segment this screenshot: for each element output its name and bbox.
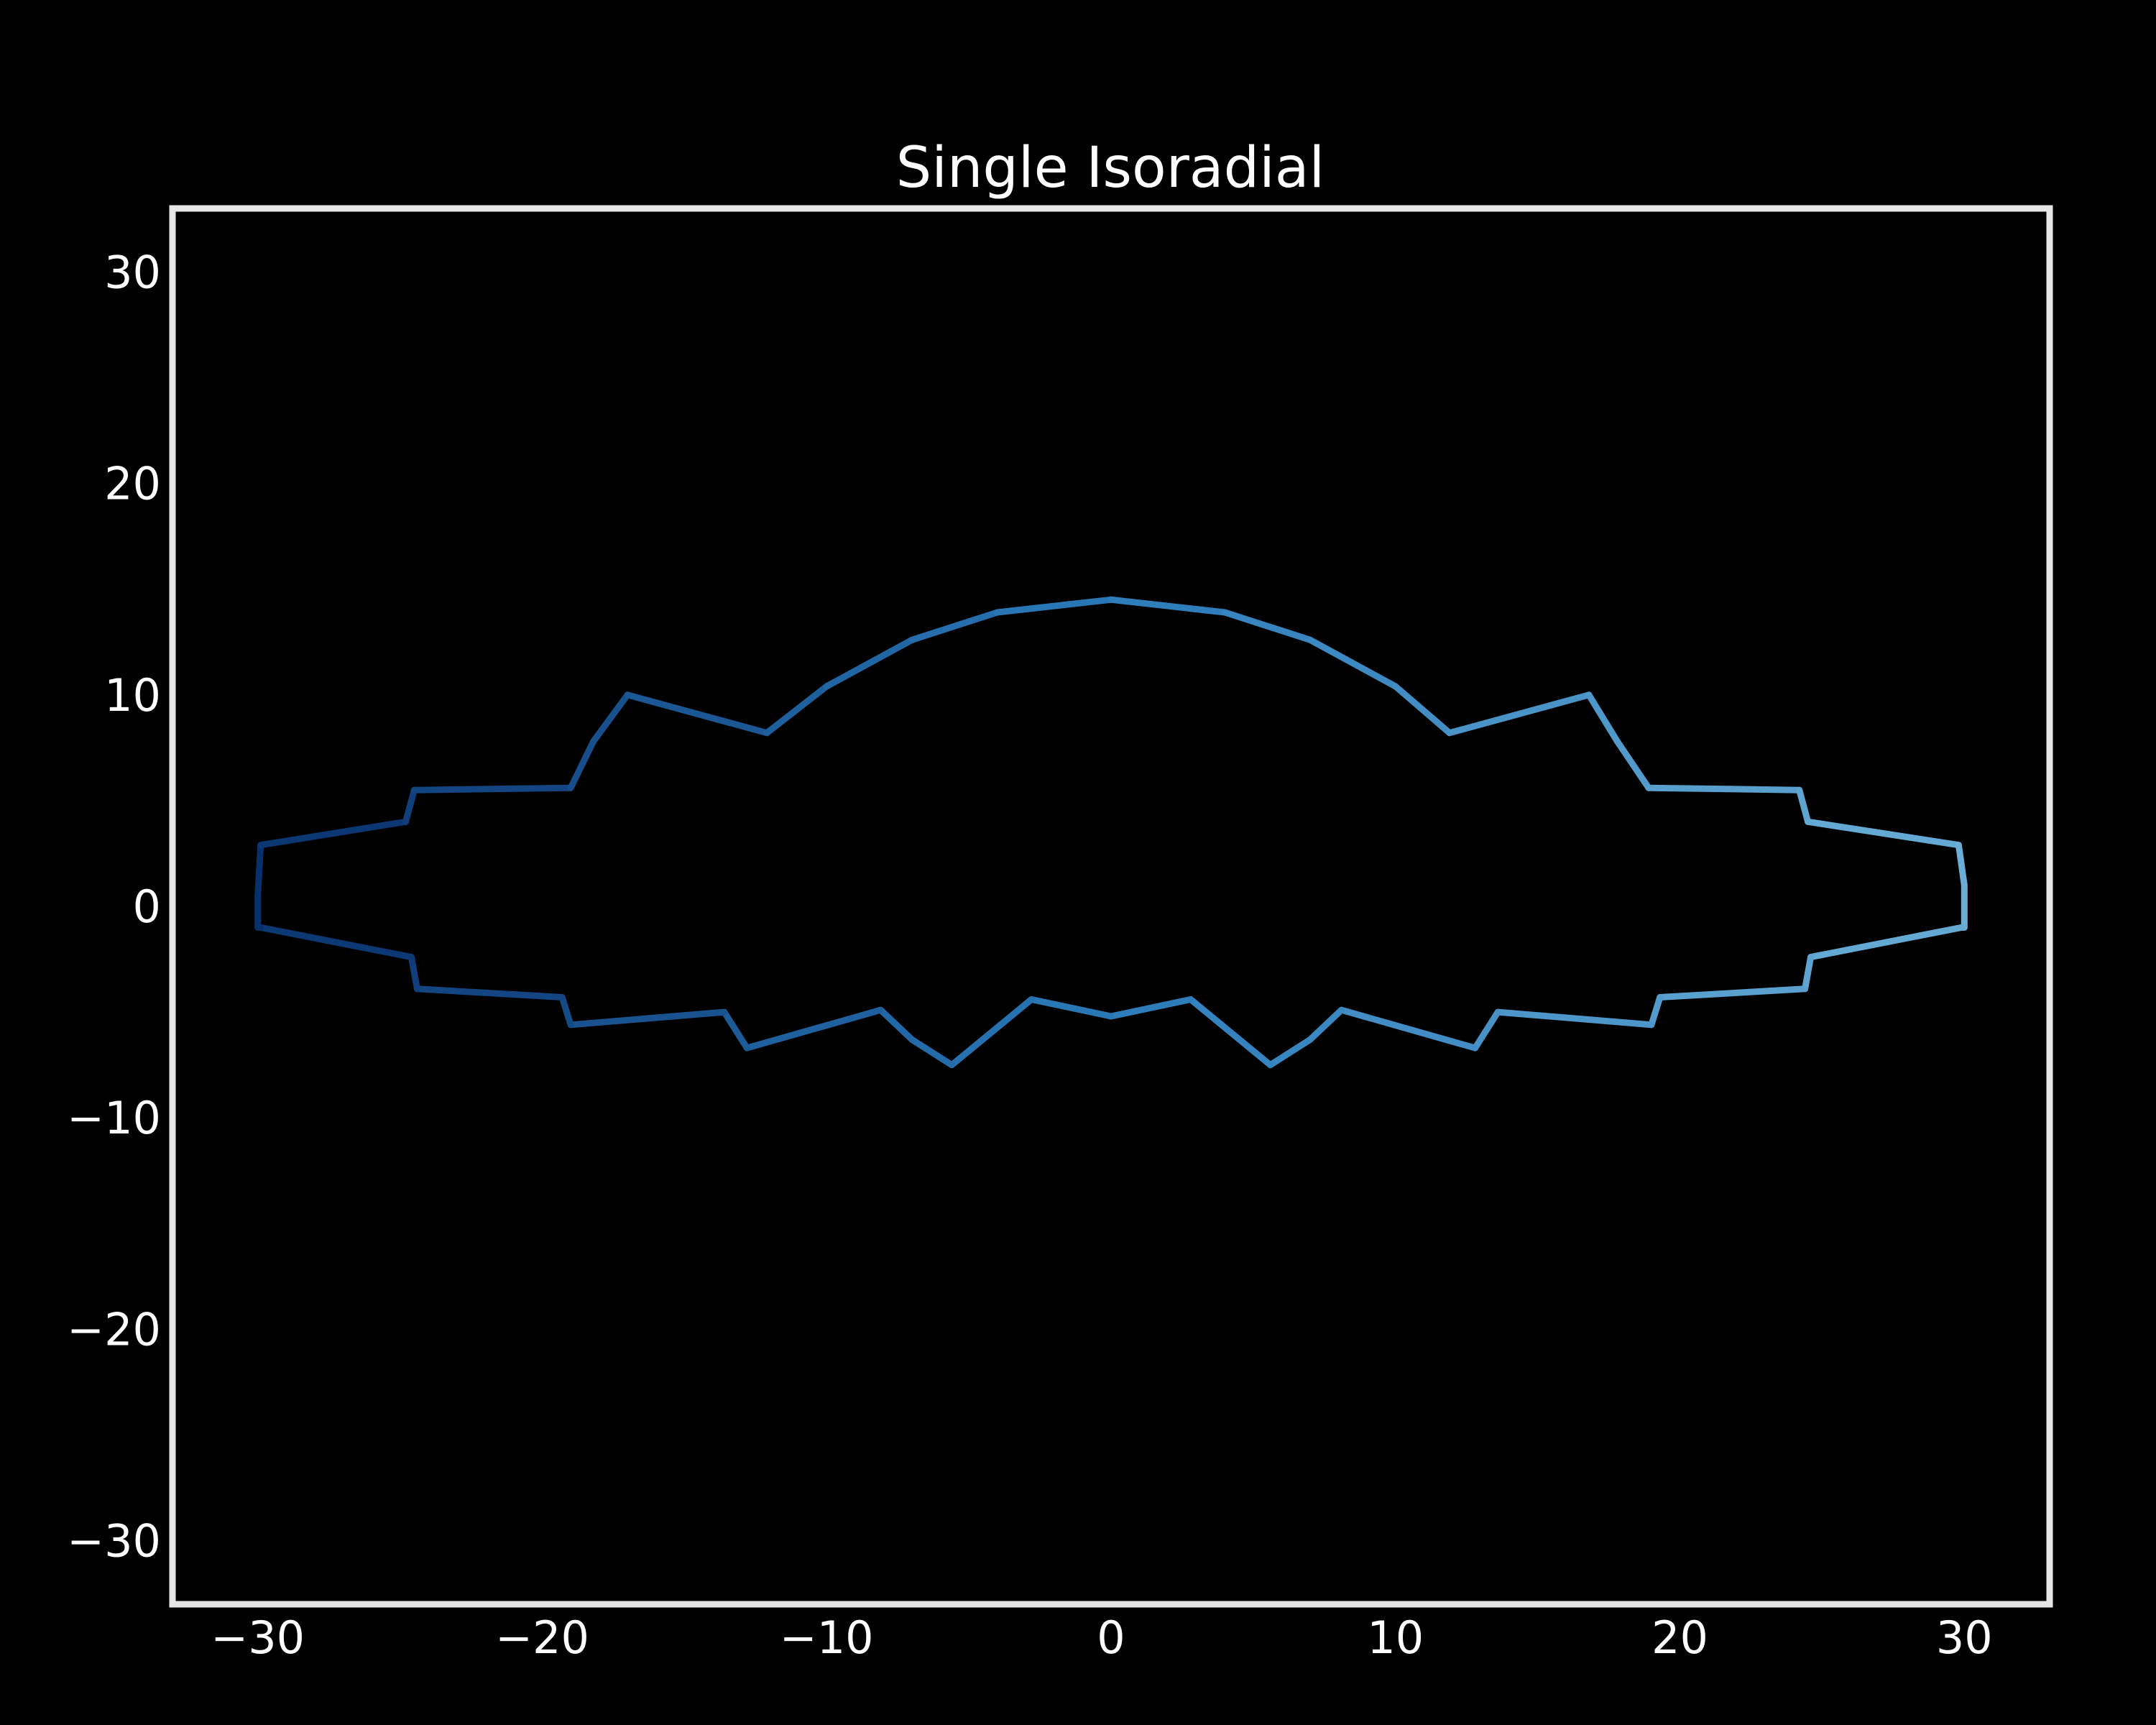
- x-axis: −30 −20 −10 0 10 20 30: [211, 1611, 1992, 1664]
- isoradial-segment: [743, 1006, 884, 1052]
- isoradial-segment: [1472, 1008, 1501, 1052]
- x-tick-label: −30: [211, 1611, 305, 1664]
- isoradial-segment: [624, 691, 770, 737]
- isoradial-segment: [721, 1008, 750, 1052]
- plot-area: [254, 596, 1968, 1069]
- isoradial-segment: [1955, 842, 1968, 889]
- isoradial-segment: [558, 994, 574, 1029]
- isoradial-segment: [1107, 596, 1228, 616]
- isoradial-segment: [1807, 924, 1965, 961]
- isoradial-segment: [254, 842, 264, 899]
- isoradial-segment: [1805, 818, 1962, 849]
- isoradial-segment: [994, 596, 1115, 616]
- isoradial-segment: [413, 985, 566, 1000]
- isoradial-segment: [908, 609, 1001, 643]
- isoradial-segment: [257, 818, 409, 849]
- isoradial-segment: [1585, 691, 1621, 745]
- isoradial-segment: [1187, 996, 1274, 1069]
- y-axis: 30 20 10 0 −10 −20 −30: [67, 246, 161, 1567]
- isoradial-segment: [567, 1008, 728, 1029]
- isoradial-segment: [823, 636, 916, 690]
- isoradial-segment: [590, 691, 631, 745]
- y-tick-label: −10: [67, 1092, 161, 1144]
- isoradial-segment: [410, 784, 574, 794]
- isoradial-segment: [257, 924, 415, 961]
- isoradial-segment: [1613, 738, 1652, 791]
- y-tick-label: 30: [104, 246, 161, 298]
- y-tick-label: 20: [104, 458, 161, 510]
- isoradial-segment: [407, 954, 420, 993]
- isoradial-segment: [1221, 609, 1314, 643]
- isoradial-segment: [877, 1006, 916, 1043]
- y-tick-label: −30: [67, 1515, 161, 1568]
- isoradial-segment: [567, 738, 597, 791]
- axes-frame: [169, 205, 2053, 1608]
- x-tick-label: 30: [1936, 1611, 1993, 1664]
- chart-title: Single Isoradial: [896, 136, 1325, 201]
- isoradial-segment: [1494, 1008, 1655, 1029]
- isoradial-segment: [1267, 1036, 1314, 1069]
- isoradial-segment: [1645, 784, 1803, 794]
- x-tick-label: 10: [1367, 1611, 1424, 1664]
- isoradial-segment: [1307, 1006, 1345, 1043]
- y-tick-label: −20: [67, 1304, 161, 1356]
- isoradial-segment: [948, 996, 1035, 1069]
- isoradial-segment: [1802, 954, 1815, 993]
- isoradial-segment: [1446, 691, 1593, 737]
- y-tick-label: 10: [104, 669, 161, 722]
- isoradial-segment: [1648, 994, 1664, 1029]
- x-tick-label: 20: [1651, 1611, 1708, 1664]
- x-tick-label: −10: [780, 1611, 874, 1664]
- isoradial-segment: [1107, 996, 1194, 1020]
- isoradial-segment: [1028, 996, 1115, 1020]
- isoradial-segment: [1392, 683, 1453, 737]
- isoradial-segment: [1657, 985, 1809, 1000]
- isoradial-segment: [763, 683, 830, 737]
- isoradial-segment: [1307, 636, 1399, 690]
- isoradial-segment: [1338, 1006, 1479, 1052]
- x-tick-label: −20: [495, 1611, 589, 1664]
- isoradial-segment: [402, 786, 418, 825]
- y-tick-label: 0: [133, 880, 161, 933]
- isoradial-segment: [908, 1036, 955, 1069]
- isoradial-segment: [1796, 786, 1812, 825]
- x-tick-label: 0: [1097, 1611, 1125, 1664]
